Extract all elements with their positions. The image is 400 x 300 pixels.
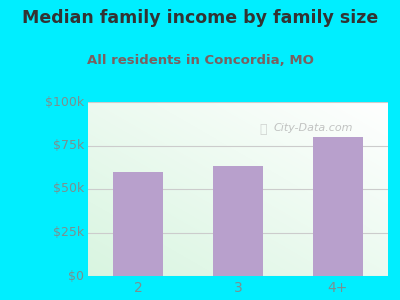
Text: Median family income by family size: Median family income by family size	[22, 9, 378, 27]
Text: $25k: $25k	[53, 226, 84, 239]
Bar	[113, 172, 163, 276]
Text: City-Data.com: City-Data.com	[274, 123, 354, 133]
Bar	[213, 167, 263, 276]
Text: $50k: $50k	[53, 182, 84, 196]
Text: $100k: $100k	[45, 95, 84, 109]
Text: ⦾: ⦾	[259, 123, 266, 136]
Text: $0: $0	[68, 269, 84, 283]
Bar	[313, 137, 363, 276]
Text: All residents in Concordia, MO: All residents in Concordia, MO	[86, 54, 314, 67]
Text: $75k: $75k	[53, 139, 84, 152]
